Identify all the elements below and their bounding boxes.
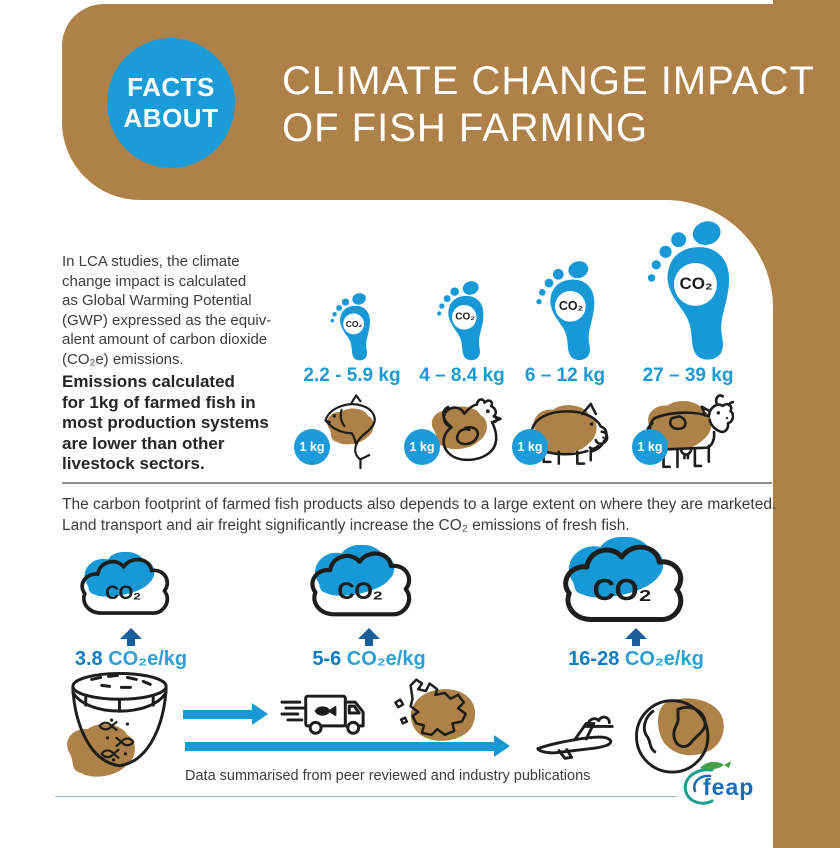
intro-line: (CO₂e) emissions. [62, 350, 184, 368]
footer-rule [55, 796, 677, 797]
one-kg-badge: 1 kg [512, 429, 548, 465]
intro-paragraph: In LCA studies, the climate change impac… [62, 252, 307, 475]
emission-range-fish: 2.2 - 5.9 kg [303, 365, 401, 386]
europe-map-icon [394, 678, 476, 741]
unit: CO₂e/kg [108, 648, 188, 670]
intro-bold-line: for 1kg of farmed fish in [62, 392, 256, 412]
value: 5-6 [312, 648, 342, 670]
one-kg-badge: 1 kg [294, 429, 330, 465]
emission-range-cow: 27 – 39 kg [642, 365, 734, 386]
unit: CO₂e/kg [346, 648, 426, 670]
intro-bold-line: livestock sectors. [62, 454, 205, 473]
intro-line: as Global Warming Potential [62, 292, 252, 309]
intro-line: In LCA studies, the climate [62, 253, 240, 270]
right-arrow-icon [183, 703, 268, 725]
intro-line: (GWP) expressed as the equiv- [62, 311, 272, 329]
transport-line: Land transport and air freight significa… [62, 517, 630, 534]
up-arrow-icon [120, 628, 142, 646]
emission-value-air: 16-28 CO₂e/kg [556, 648, 716, 671]
feap-logo-text: feap [703, 774, 755, 800]
emission-value-land: 5-6 CO₂e/kg [289, 648, 449, 671]
up-arrow-icon [358, 628, 380, 646]
up-arrow-icon [625, 628, 647, 646]
co2-label: CO₂ [345, 319, 363, 329]
emission-range-pig: 6 – 12 kg [524, 365, 606, 386]
co2-label: CO₂ [558, 299, 584, 313]
co2-label: CO₂ [592, 572, 652, 607]
facts-about-badge: FACTS ABOUT [107, 38, 235, 168]
one-kg-badge: 1 kg [632, 429, 668, 465]
intro-bold-line: are lower than other [62, 433, 225, 453]
intro-bold-line: Emissions calculated [62, 372, 235, 391]
fish-cage-icon [67, 671, 168, 777]
intro-bold-line: most production systems [62, 413, 269, 432]
title-line-1: CLIMATE CHANGE IMPACT [282, 59, 815, 103]
value: 16-28 [568, 648, 620, 670]
page-title: CLIMATE CHANGE IMPACT OF FISH FARMING [282, 58, 815, 152]
intro-line: change impact is calculated [62, 272, 247, 290]
feap-logo-mark-icon [683, 761, 731, 805]
badge-line-2: ABOUT [123, 103, 219, 133]
unit: CO₂e/kg [624, 648, 704, 670]
emission-value-local: 3.8 CO₂e/kg [51, 648, 211, 671]
co2-label: CO₂ [455, 311, 475, 323]
value: 3.8 [74, 648, 103, 670]
co2-label: CO₂ [105, 583, 141, 604]
data-source-caption: Data summarised from peer reviewed and i… [185, 768, 591, 784]
emission-range-chicken: 4 – 8.4 kg [419, 365, 505, 386]
badge-line-1: FACTS [127, 72, 215, 102]
co2-label: CO₂ [679, 274, 713, 293]
fish-icon [324, 394, 376, 470]
intro-line: alent amount of carbon dioxide [62, 331, 268, 348]
transport-paragraph: The carbon footprint of farmed fish prod… [62, 494, 776, 536]
feap-logo: feap [672, 758, 782, 810]
right-arrow-icon [185, 735, 510, 757]
truck-icon [280, 694, 365, 735]
title-line-2: OF FISH FARMING [282, 106, 649, 150]
globe-icon [635, 698, 724, 774]
transport-line: The carbon footprint of farmed fish prod… [62, 496, 777, 513]
section-divider [62, 482, 772, 484]
intro-bold-statement: Emissions calculated for 1kg of farmed f… [62, 372, 307, 475]
one-kg-badge: 1 kg [404, 429, 440, 465]
co2-label: CO₂ [337, 578, 383, 605]
airplane-icon [536, 715, 614, 760]
chicken-icon [431, 398, 502, 462]
